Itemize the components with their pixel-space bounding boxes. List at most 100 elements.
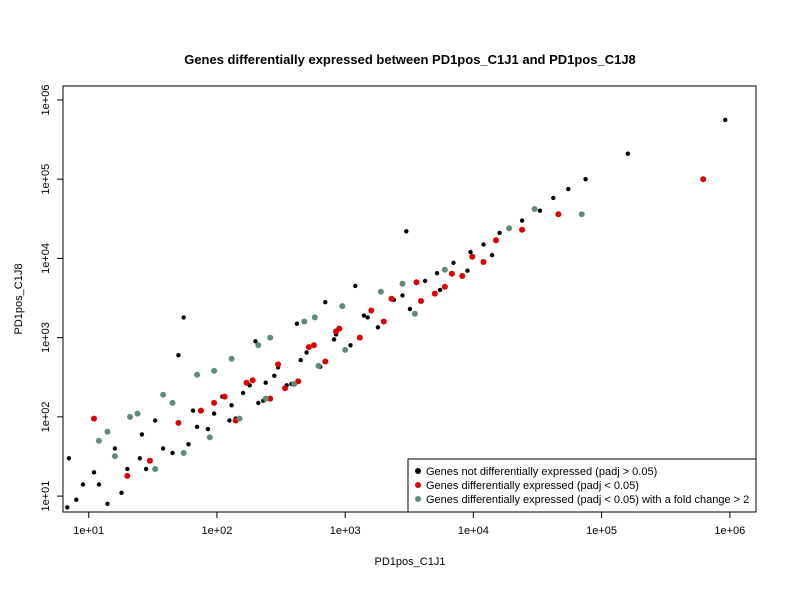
y-tick-label: 1e+03 [40, 322, 52, 353]
data-point-series-2 [339, 303, 346, 310]
data-point-series-2 [315, 362, 322, 369]
data-point-series-0 [240, 390, 246, 396]
data-point-series-0 [272, 373, 277, 378]
data-point-series-2 [291, 381, 298, 387]
chart-title: Genes differentially expressed between P… [184, 52, 636, 67]
points-layer [65, 117, 728, 510]
data-point-series-1 [322, 358, 329, 365]
data-point-series-1 [91, 415, 97, 422]
data-point-series-1 [413, 279, 420, 286]
data-point-series-0 [422, 278, 428, 284]
data-point-series-2 [104, 428, 111, 435]
data-point-series-2 [262, 395, 269, 402]
data-point-series-0 [348, 343, 353, 348]
data-point-series-2 [441, 266, 448, 273]
data-point-series-1 [431, 290, 438, 297]
data-point-series-2 [255, 342, 262, 349]
data-point-series-1 [243, 379, 250, 386]
data-point-series-0 [194, 424, 200, 429]
data-point-series-1 [197, 407, 204, 414]
data-point-series-2 [111, 453, 118, 460]
data-point-series-0 [66, 456, 72, 461]
data-point-series-2 [211, 367, 218, 374]
data-point-series-1 [282, 385, 289, 392]
data-point-series-1 [124, 472, 131, 479]
data-point-series-1 [221, 393, 228, 400]
data-point-series-0 [331, 337, 337, 342]
data-point-series-1 [356, 334, 363, 341]
data-point-series-2 [206, 434, 213, 441]
data-point-series-0 [407, 306, 413, 312]
data-point-series-0 [91, 470, 97, 475]
data-point-series-0 [294, 321, 300, 326]
x-tick-label: 1e+04 [458, 525, 489, 537]
legend-marker-de [415, 482, 421, 488]
data-point-series-0 [105, 501, 110, 506]
data-point-series-0 [160, 446, 166, 451]
data-point-series-1 [555, 211, 562, 218]
data-point-series-0 [143, 466, 149, 472]
x-tick-label: 1e+05 [586, 525, 617, 537]
data-point-series-0 [263, 380, 268, 385]
data-point-series-0 [323, 300, 328, 305]
data-point-series-0 [404, 229, 409, 234]
data-point-series-0 [361, 313, 367, 318]
data-point-series-0 [400, 293, 405, 298]
data-point-series-1 [469, 253, 476, 260]
y-tick-label: 1e+06 [40, 85, 52, 116]
data-point-series-0 [190, 408, 196, 413]
data-point-series-1 [146, 457, 153, 464]
data-point-series-0 [566, 186, 571, 192]
data-point-series-2 [236, 415, 243, 422]
legend-label-de: Genes differentially expressed (padj < 0… [426, 480, 639, 492]
data-point-series-0 [119, 490, 124, 495]
legend-marker-de-fold [415, 496, 421, 502]
data-point-series-0 [137, 456, 142, 461]
data-point-series-1 [368, 307, 375, 314]
data-point-series-0 [253, 339, 258, 344]
x-axis: 1e+01 1e+02 1e+03 1e+04 1e+05 1e+06 [73, 511, 745, 537]
data-point-series-1 [459, 273, 466, 279]
data-point-series-1 [310, 342, 317, 349]
data-point-series-0 [437, 287, 443, 293]
data-point-series-2 [377, 288, 384, 295]
data-point-series-1 [418, 298, 424, 304]
x-axis-label: PD1pos_C1J1 [375, 556, 446, 568]
data-point-series-2 [411, 310, 418, 317]
data-point-series-1 [267, 395, 274, 402]
data-point-series-2 [180, 450, 187, 456]
data-point-series-0 [227, 418, 232, 423]
data-point-series-0 [537, 208, 543, 213]
x-tick-label: 1e+01 [73, 525, 104, 537]
data-point-series-0 [170, 450, 175, 456]
data-point-series-0 [153, 418, 158, 423]
data-point-series-2 [531, 206, 538, 212]
data-point-series-1 [333, 328, 340, 335]
data-point-series-0 [353, 283, 358, 289]
legend-label-not-de: Genes not differentially expressed (padj… [426, 466, 657, 478]
y-tick-label: 1e+02 [40, 401, 52, 432]
data-point-series-0 [186, 442, 191, 447]
data-point-series-2 [506, 225, 513, 232]
data-point-series-2 [311, 314, 318, 321]
data-point-series-1 [380, 318, 387, 325]
data-point-series-1 [441, 283, 448, 290]
data-point-series-0 [74, 497, 79, 502]
data-point-series-1 [700, 176, 707, 183]
data-point-series-0 [451, 260, 456, 265]
x-tick-label: 1e+02 [201, 525, 232, 537]
data-point-series-0 [139, 432, 145, 437]
data-point-series-0 [375, 325, 381, 330]
data-point-series-0 [80, 482, 86, 487]
data-point-series-2 [169, 399, 176, 406]
y-axis-label: PD1pos_C1J8 [13, 264, 25, 335]
data-point-series-2 [399, 280, 406, 287]
data-point-series-0 [519, 218, 525, 223]
data-point-series-0 [205, 426, 211, 432]
y-tick-label: 1e+01 [40, 481, 52, 512]
data-point-series-0 [96, 482, 102, 487]
data-point-series-0 [176, 353, 181, 358]
data-point-series-0 [583, 177, 588, 182]
data-point-series-0 [497, 230, 502, 236]
data-point-series-1 [493, 237, 499, 244]
